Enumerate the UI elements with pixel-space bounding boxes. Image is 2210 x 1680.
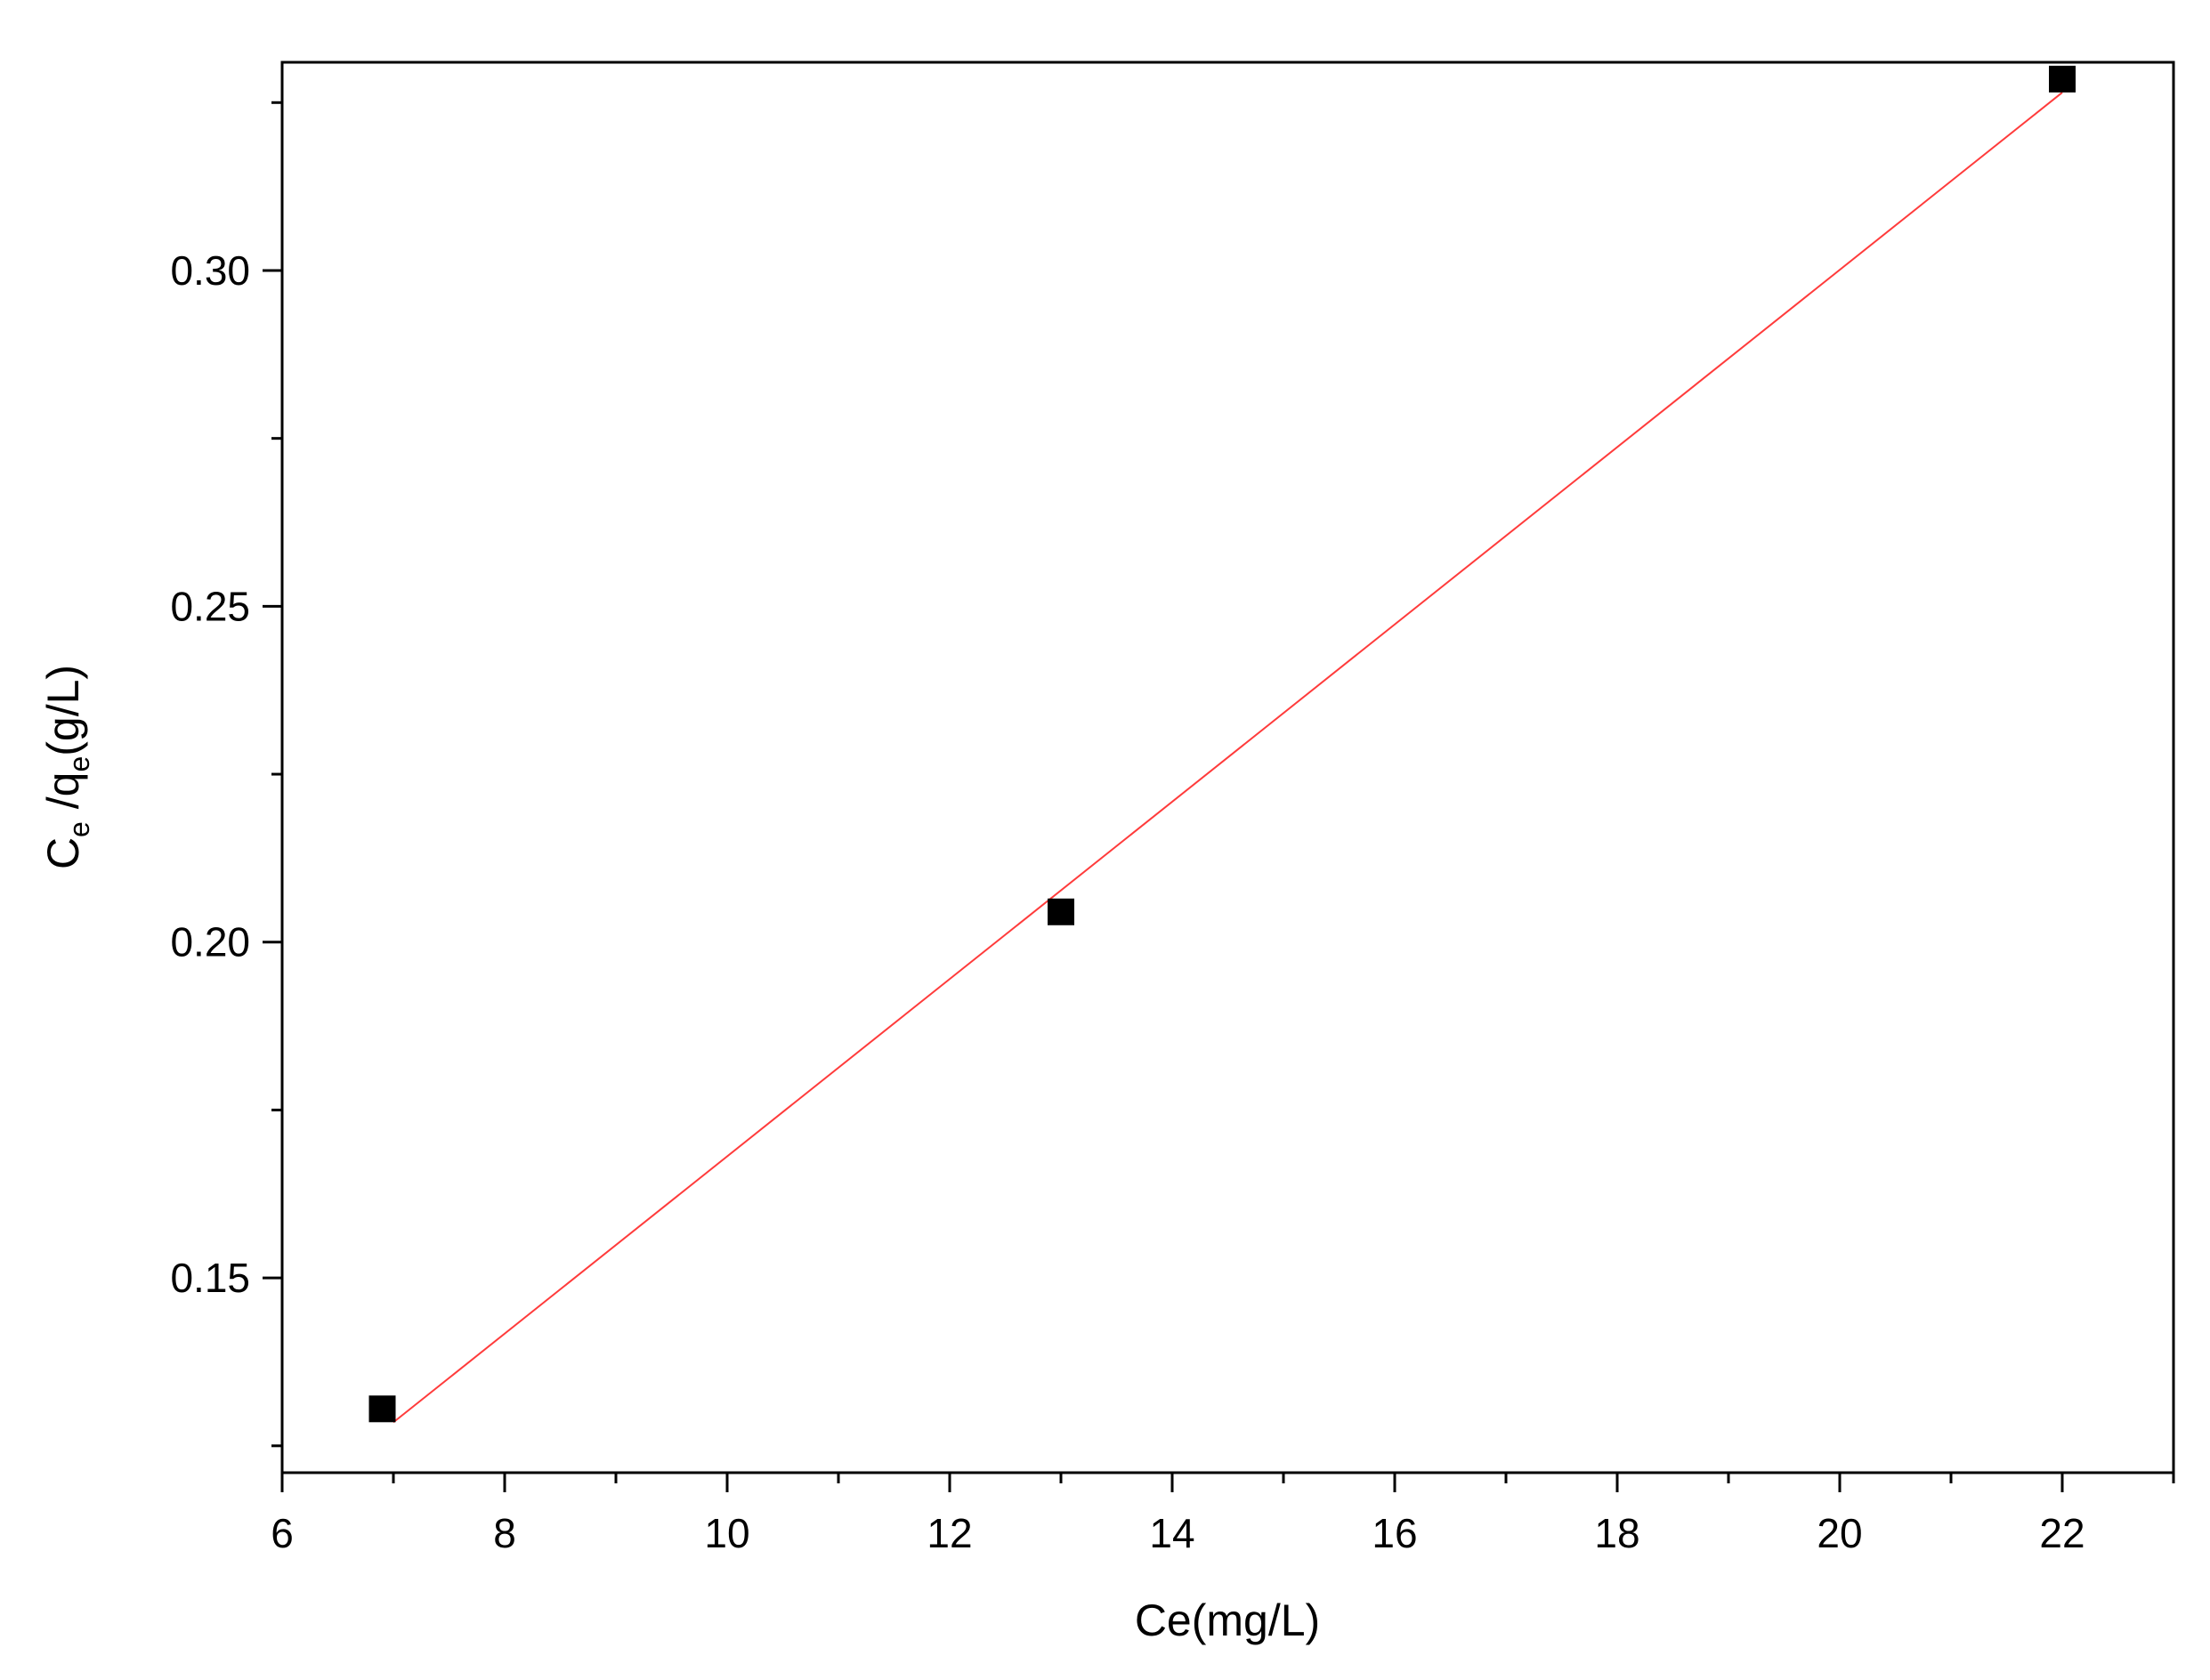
y-axis-label-part: C: [38, 837, 88, 869]
x-tick-label: 22: [2039, 1510, 2085, 1556]
data-point: [2049, 65, 2076, 93]
data-point: [368, 1395, 396, 1423]
y-axis-label-subscript: e: [63, 756, 95, 772]
plot-frame: [280, 61, 2175, 1474]
x-axis-label: Ce(mg/L): [1135, 1595, 1320, 1645]
y-axis-label-part: /q: [38, 772, 88, 822]
y-axis-label-part: (g/L): [38, 665, 88, 756]
fit-line-layer: [393, 92, 2063, 1424]
y-axis-label: Ce /qe(g/L): [38, 665, 95, 869]
data-points: [368, 65, 2076, 1423]
y-tick-label: 0.30: [170, 247, 250, 294]
x-tick-label: 10: [704, 1510, 749, 1556]
data-point: [1048, 898, 1074, 925]
x-tick-label: 14: [1149, 1510, 1194, 1556]
x-tick-label: 20: [1817, 1510, 1862, 1556]
fit-line: [393, 92, 2063, 1424]
x-axis: 6 8 10 12 14 16 18 20 22: [271, 1473, 2175, 1556]
y-tick-label: 0.15: [170, 1255, 250, 1301]
y-axis-label-subscript: e: [63, 821, 95, 837]
x-tick-label: 8: [493, 1510, 516, 1556]
y-axis: 0.15 0.20 0.25 0.30: [170, 101, 282, 1448]
y-tick-label: 0.25: [170, 583, 250, 629]
x-tick-label: 16: [1372, 1510, 1417, 1556]
x-tick-label: 18: [1594, 1510, 1639, 1556]
x-tick-label: 12: [927, 1510, 972, 1556]
y-tick-label: 0.20: [170, 919, 250, 965]
x-tick-label: 6: [271, 1510, 294, 1556]
